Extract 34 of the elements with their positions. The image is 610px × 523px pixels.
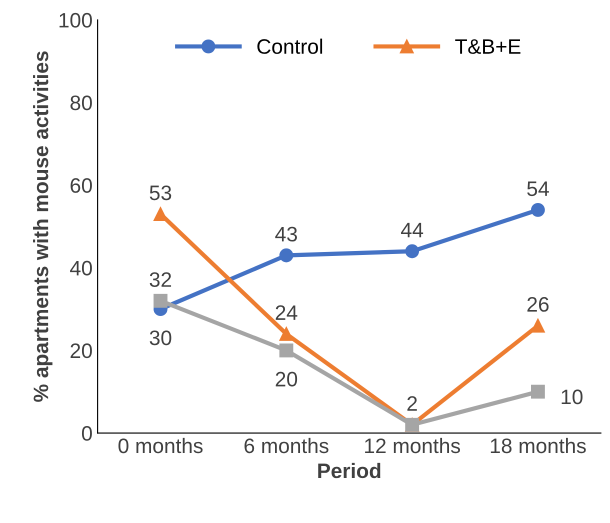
x-tick-label: 18 months (490, 438, 586, 454)
y-tick-label: 60 (70, 178, 92, 193)
data-label: 24 (276, 305, 298, 320)
point (531, 318, 545, 333)
y-tick-label: 100 (60, 12, 92, 28)
x-axis-title: Period (318, 462, 380, 478)
y-tick-label: 20 (70, 343, 92, 358)
point (154, 207, 168, 222)
data-label: 30 (150, 330, 172, 346)
legend-label: Control (257, 38, 322, 54)
data-label: 43 (275, 226, 297, 242)
y-tick-label: 0 (82, 426, 92, 441)
x-tick-label: 12 months (365, 438, 460, 454)
point (531, 384, 545, 399)
data-label: 20 (276, 372, 298, 387)
data-label: 53 (150, 185, 172, 200)
x-tick-label: 6 months (244, 438, 328, 454)
data-label: 54 (527, 182, 549, 196)
point (279, 326, 294, 341)
data-label: 26 (527, 297, 549, 312)
legend-label: T&B+E (455, 39, 520, 54)
x-tick-label: 0 months (118, 438, 203, 454)
point (279, 248, 294, 262)
data-label: 44 (401, 222, 424, 238)
point (154, 294, 168, 308)
y-axis-title: % apartments with mouse activities (33, 51, 52, 402)
y-tick-label: 80 (70, 96, 92, 110)
point (531, 202, 545, 217)
point (405, 244, 420, 258)
data-label: 32 (150, 272, 172, 287)
data-label: 2 (407, 396, 417, 411)
data-label: 10 (562, 390, 583, 404)
y-tick-label: 40 (70, 260, 92, 276)
point (279, 343, 294, 358)
